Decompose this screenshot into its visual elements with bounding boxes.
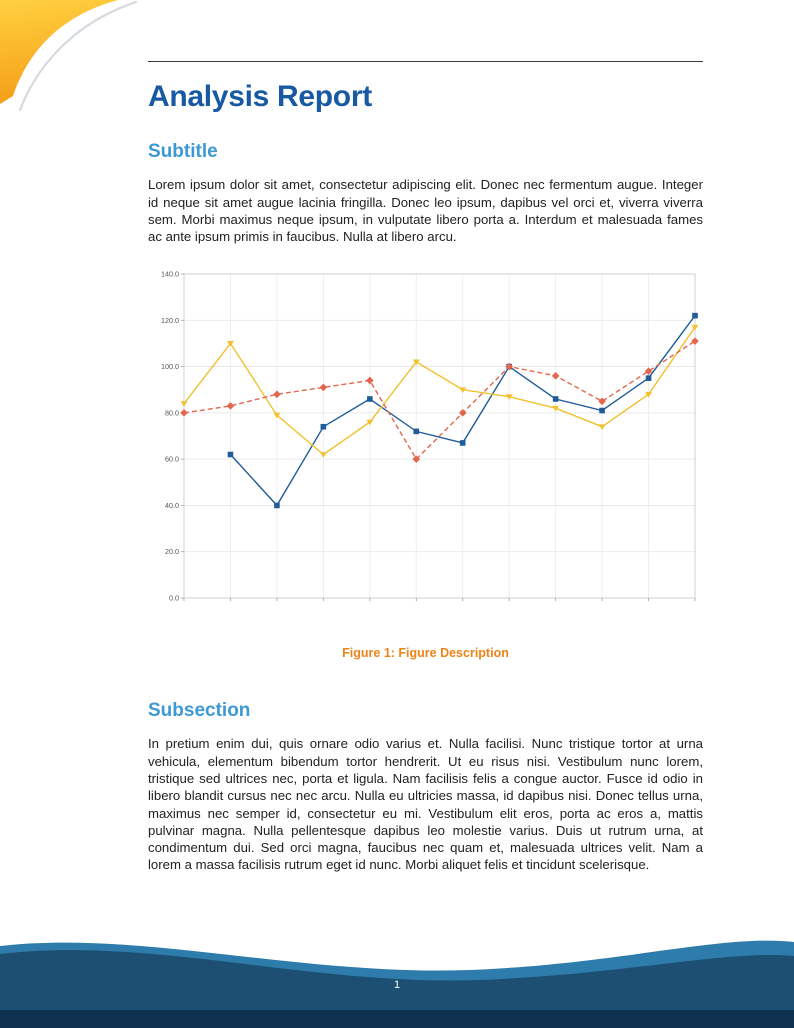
- series-blue-marker: [645, 374, 652, 381]
- footer-wave-dark: [0, 950, 794, 1028]
- footer: 1: [0, 928, 794, 1028]
- series-red-dashed-marker: [180, 408, 188, 417]
- series-yellow-marker: [505, 393, 513, 400]
- series-red-dashed-marker: [366, 376, 374, 384]
- series-blue-marker: [367, 395, 373, 402]
- series-yellow-marker: [366, 419, 374, 426]
- y-tick-label: 60.0: [165, 454, 179, 463]
- series-yellow-marker: [180, 400, 188, 407]
- chart-svg: 0.0 20.0 40.0 60.0 80.0 100.0 120.0 140.0: [161, 269, 699, 602]
- series-blue-marker: [692, 312, 698, 318]
- series-yellow-marker: [459, 386, 467, 393]
- y-tick-label: 100.0: [161, 362, 179, 371]
- series-yellow-marker: [552, 405, 560, 412]
- series-red-dashed-marker: [691, 336, 699, 345]
- series-blue-marker: [413, 428, 420, 434]
- y-tick-label: 0.0: [169, 593, 179, 602]
- figure-caption: Figure 1: Figure Description: [342, 645, 509, 660]
- series-red-dashed-marker: [412, 454, 421, 463]
- series-blue-marker: [274, 502, 280, 508]
- corner-orange-swoosh: [0, 0, 118, 104]
- paragraph-subsection: In pretium enim dui, quis ornare odio va…: [148, 736, 703, 873]
- series-red-dashed-marker: [226, 401, 235, 410]
- document-content: Analysis Report Subtitle Lorem ipsum dol…: [148, 61, 703, 874]
- series-yellow-marker: [227, 340, 234, 347]
- y-tick-label: 40.0: [165, 500, 179, 509]
- footer-bottom-strip: [0, 1010, 794, 1028]
- series-red-dashed: [180, 336, 699, 463]
- footer-wave: [0, 940, 794, 1028]
- series-blue-marker: [227, 451, 234, 457]
- series-blue-marker: [599, 407, 605, 413]
- y-tick-label: 120.0: [161, 315, 179, 324]
- page-title: Analysis Report: [148, 80, 372, 113]
- section-heading-subtitle: Subtitle: [148, 140, 218, 162]
- series-red-dashed-line: [183, 340, 696, 460]
- paragraph-subtitle: Lorem ipsum dolor sit amet, consectetur …: [148, 177, 703, 245]
- series-yellow-marker: [645, 391, 652, 398]
- series-yellow: [180, 324, 699, 458]
- section-heading-subsection: Subsection: [148, 699, 251, 721]
- series-red-dashed-marker: [644, 366, 653, 375]
- series-blue-marker: [320, 423, 327, 430]
- series-yellow-marker: [273, 412, 281, 419]
- series-red-dashed-marker: [551, 371, 560, 380]
- y-tick-label: 20.0: [165, 547, 179, 556]
- series-yellow-marker: [412, 359, 420, 365]
- series-red-dashed-marker: [458, 408, 467, 417]
- series-blue-marker: [552, 395, 559, 402]
- page-number: 1: [393, 979, 401, 991]
- corner-decoration: [0, 0, 138, 112]
- chart-grid: 0.0 20.0 40.0 60.0 80.0 100.0 120.0 140.0: [161, 269, 696, 602]
- series-yellow-marker: [691, 324, 699, 331]
- series-blue-marker: [459, 439, 466, 446]
- series-yellow-line: [183, 326, 696, 455]
- y-tick-label: 80.0: [165, 408, 179, 417]
- y-tick-label: 140.0: [161, 269, 179, 278]
- series-yellow-marker: [319, 451, 327, 458]
- series-red-dashed-marker: [598, 397, 606, 405]
- series-red-dashed-marker: [319, 383, 328, 391]
- figure-chart: 0.0 20.0 40.0 60.0 80.0 100.0 120.0 140.0 Figur…: [148, 264, 703, 660]
- series-red-dashed-marker: [273, 390, 281, 398]
- corner-gray-arc: [18, 0, 138, 112]
- series-yellow-marker: [598, 423, 606, 430]
- top-rule: [148, 61, 703, 62]
